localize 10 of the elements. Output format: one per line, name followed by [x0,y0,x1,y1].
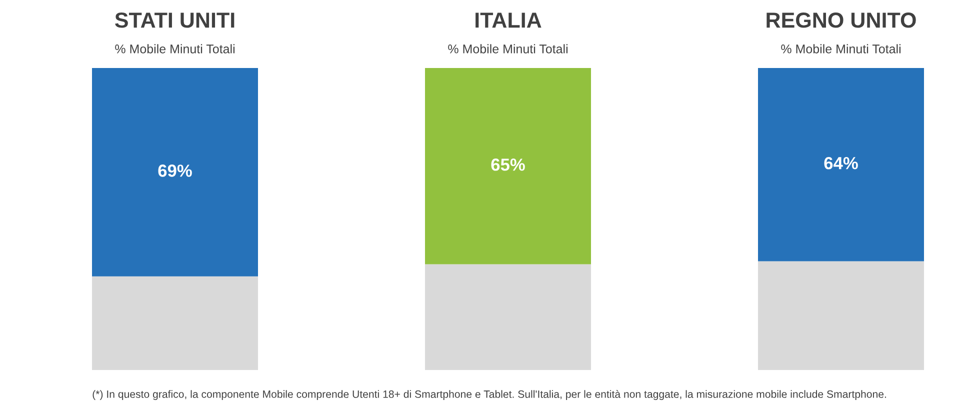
data-label: 64% [824,157,858,170]
chart-title: STATI UNITI [115,12,234,28]
text: (*) In questo grafico, la componente Mobile comprende Utenti 18+ di Smartphone e Tablet. Sull'Italia, per le entità non taggate, la misurazione mobile include Smartphone. [92,390,886,400]
chart-title: REGNO UNITO [766,12,916,28]
chart-title: ITALIA [476,12,542,28]
data-label: 69% [158,164,192,177]
data-label: 65% [491,158,525,171]
chart-subtitle: % Mobile Minuti Totali [448,44,568,54]
chart-subtitle: % Mobile Minuti Totali [115,44,234,54]
chart-subtitle: % Mobile Minuti Totali [781,44,900,54]
